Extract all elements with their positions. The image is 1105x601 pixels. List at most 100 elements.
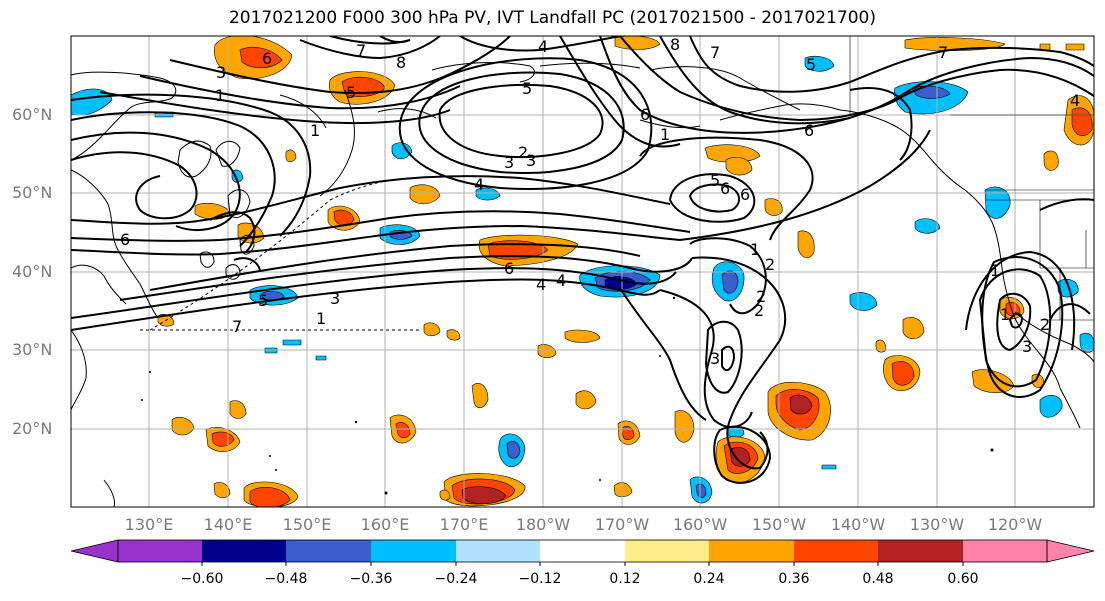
contour-label: 6 — [120, 230, 130, 249]
contour-label: 6 — [504, 259, 514, 278]
contour-label: 2 — [765, 255, 775, 274]
contour-label: 4 — [474, 175, 484, 194]
lon-tick-label: 120°W — [987, 515, 1043, 534]
pv-anomaly-shading — [71, 36, 1094, 507]
contour-label: 6 — [720, 179, 730, 198]
pos-anomaly-patch — [613, 482, 633, 498]
contour-label: 2 — [754, 301, 764, 320]
neg-anomaly-patch — [914, 218, 941, 234]
lon-tick-label: 170°E — [439, 515, 489, 534]
pos-anomaly-patch — [891, 361, 915, 386]
lat-tick-label: 20°N — [12, 419, 53, 438]
lat-tick-label: 60°N — [12, 105, 53, 124]
contour-label: 5 — [522, 79, 532, 98]
pos-anomaly-patch — [446, 329, 461, 341]
contour-label: 3 — [330, 289, 340, 308]
contour-label: 1 — [990, 261, 1000, 280]
map-frame — [70, 35, 1095, 508]
pos-anomaly-patch — [439, 489, 451, 501]
ivt-contours — [71, 36, 1094, 484]
contour-label: 4 — [536, 275, 546, 294]
pos-anomaly-patch — [789, 394, 813, 415]
pos-anomaly-patch — [239, 47, 283, 69]
pos-anomaly-patch — [1005, 302, 1021, 317]
colorbar-tick-label: 0.24 — [693, 571, 725, 587]
pos-anomaly-patch — [333, 209, 355, 226]
contour-label: 6 — [740, 185, 750, 204]
contour-label: 3 — [710, 349, 720, 368]
pos-anomaly-patch — [621, 426, 635, 441]
colorbar-extend-high — [1046, 539, 1095, 563]
pos-anomaly-patch — [423, 322, 441, 337]
contour-label: 1 — [215, 86, 225, 105]
colorbar-swatch — [118, 540, 202, 562]
colorbar-ticks — [201, 562, 964, 566]
lon-tick-label: 130°E — [124, 515, 174, 534]
contour-label: 2 — [1040, 315, 1050, 334]
contour-label: 2 — [518, 143, 528, 162]
pos-anomaly-patch — [409, 184, 441, 205]
contour-label: 3 — [1022, 337, 1032, 356]
colorbar-tick-label: −0.12 — [518, 571, 562, 587]
contour-label: 3 — [216, 63, 226, 82]
map-panel: 6 7 8 5 7 4 8 7 6 5 4 1 3 1 6 2 3 4 5 6 … — [71, 35, 1094, 507]
contour-labels: 6 7 8 5 7 4 8 7 6 5 4 1 3 1 6 2 3 4 5 6 … — [120, 35, 1080, 368]
colorbar-swatch — [709, 540, 794, 562]
contour-label: 7 — [232, 317, 242, 336]
pos-anomaly-patch — [575, 390, 597, 410]
pos-anomaly-patch — [1065, 43, 1085, 51]
colorbar-tick-label: −0.48 — [264, 571, 308, 587]
neg-anomaly-patch — [315, 355, 327, 361]
pos-anomaly-patch — [704, 144, 761, 163]
neg-anomaly-patch — [849, 292, 878, 311]
pos-anomaly-patch — [471, 383, 489, 409]
pos-anomaly-patch — [764, 198, 783, 216]
contour-label: 1 — [1000, 305, 1010, 324]
colorbar-tick-label: −0.24 — [434, 571, 478, 587]
colorbar-swatch — [371, 540, 456, 562]
colorbar-tick-label: 0.36 — [778, 571, 810, 587]
pos-anomaly-patch — [461, 486, 507, 505]
contour-label: 7 — [938, 43, 948, 62]
contour-label: 4 — [538, 37, 548, 56]
lat-tick-label: 40°N — [12, 262, 53, 281]
contour-label: 8 — [670, 35, 680, 54]
contour-label: 5 — [258, 291, 268, 310]
colorbar-tick-label: −0.60 — [180, 571, 224, 587]
neg-anomaly-patch — [506, 440, 521, 459]
lon-tick-label: 180°W — [515, 515, 571, 534]
lon-tick-label: 160°E — [360, 515, 410, 534]
colorbar-tick-label: −0.36 — [349, 571, 393, 587]
colorbar-swatch — [963, 540, 1047, 562]
lat-tick-label: 50°N — [12, 183, 53, 202]
colorbar-extend-low — [70, 539, 119, 563]
contour-label: 8 — [396, 53, 406, 72]
colorbar-tick-label: 0.48 — [862, 571, 894, 587]
contour-label: 4 — [556, 271, 566, 290]
colorbar-swatch — [456, 540, 540, 562]
coastlines — [71, 62, 1094, 507]
colorbar-tick-label: 0.60 — [947, 571, 979, 587]
colorbar-swatch — [625, 540, 709, 562]
neg-anomaly-patch — [804, 55, 835, 72]
contour-label: 6 — [262, 49, 272, 68]
contour-label: 6 — [804, 121, 814, 140]
pos-anomaly-patch — [564, 329, 601, 343]
pos-anomaly-patch — [229, 400, 247, 419]
pos-anomaly-patch — [213, 482, 231, 499]
contour-label: 1 — [660, 125, 670, 144]
island-dots — [141, 296, 994, 495]
contour-label: 3 — [504, 153, 514, 172]
colorbar-tick-label: 0.12 — [609, 571, 641, 587]
contour-label: 1 — [310, 121, 320, 140]
neg-anomaly-patch — [984, 186, 1011, 219]
neg-anomaly-patch — [282, 339, 302, 346]
lon-tick-label: 150°W — [751, 515, 807, 534]
colorbar-swatch — [794, 540, 878, 562]
neg-anomaly-patch — [1039, 395, 1063, 418]
contour-label: 7 — [356, 41, 366, 60]
neg-anomaly-patch — [261, 291, 285, 301]
contour-label: 1 — [316, 309, 326, 328]
pos-anomaly-patch — [285, 149, 297, 163]
